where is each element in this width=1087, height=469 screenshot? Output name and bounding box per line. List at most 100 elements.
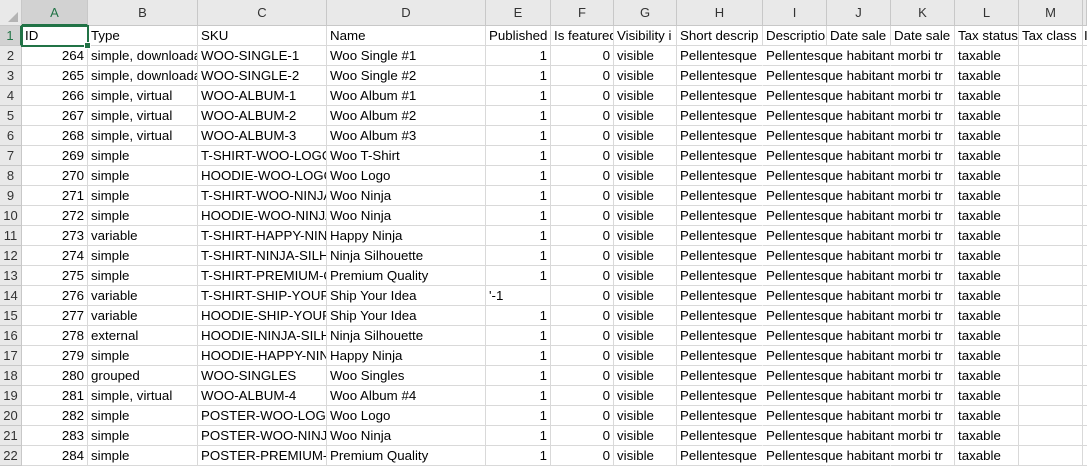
column-header-n[interactable] [1083,0,1087,26]
header-cell[interactable]: Date sale [891,26,955,46]
table-cell[interactable]: Pellentesque [677,186,763,206]
table-cell[interactable]: Pellentesque [677,166,763,186]
column-header-f[interactable]: F [551,0,614,26]
header-cell[interactable]: Is featured [551,26,614,46]
table-cell[interactable]: Pellentesque habitant morbi tr [763,146,943,166]
column-header-d[interactable]: D [327,0,486,26]
table-cell[interactable]: Woo Ninja [327,206,486,226]
table-cell[interactable]: Pellentesque [677,366,763,386]
table-cell[interactable] [1083,406,1087,426]
table-cell[interactable]: 0 [551,346,614,366]
table-cell[interactable]: 0 [551,186,614,206]
table-cell[interactable]: visible [614,166,677,186]
table-cell[interactable] [827,386,891,406]
table-cell[interactable]: 0 [551,66,614,86]
table-cell[interactable]: Pellentesque habitant morbi tr [763,126,943,146]
table-cell[interactable]: taxable [955,226,1019,246]
table-cell[interactable]: '-1 [486,286,551,306]
table-cell[interactable]: simple, virtual [88,106,198,126]
table-cell[interactable] [827,346,891,366]
table-cell[interactable] [1083,206,1087,226]
table-cell[interactable]: HOODIE-NINJA-SILHOUETTE [198,326,327,346]
table-cell[interactable]: taxable [955,66,1019,86]
table-cell[interactable] [1083,46,1087,66]
table-cell[interactable] [1019,106,1083,126]
row-header-16[interactable]: 16 [0,326,22,346]
table-cell[interactable]: visible [614,366,677,386]
table-cell[interactable] [891,226,955,246]
table-cell[interactable]: visible [614,206,677,226]
table-cell[interactable]: Pellentesque habitant morbi tr [763,386,943,406]
table-cell[interactable]: Pellentesque [677,206,763,226]
table-cell[interactable]: T-SHIRT-WOO-LOGO [198,146,327,166]
table-cell[interactable]: 0 [551,246,614,266]
table-cell[interactable]: taxable [955,326,1019,346]
table-cell[interactable]: Woo Album #3 [327,126,486,146]
table-cell[interactable]: 274 [22,246,88,266]
table-cell[interactable]: HOODIE-SHIP-YOUR-IDEA [198,306,327,326]
table-cell[interactable]: 0 [551,426,614,446]
table-cell[interactable]: 275 [22,266,88,286]
header-cell[interactable]: Visibility i [614,26,677,46]
table-cell[interactable]: visible [614,246,677,266]
column-header-j[interactable]: J [827,0,891,26]
table-cell[interactable]: simple, downloadable [88,66,198,86]
table-cell[interactable]: 0 [551,126,614,146]
table-cell[interactable] [1083,426,1087,446]
table-cell[interactable]: simple [88,146,198,166]
table-cell[interactable] [1019,306,1083,326]
column-header-h[interactable]: H [677,0,763,26]
table-cell[interactable] [827,426,891,446]
table-cell[interactable]: simple [88,206,198,226]
table-cell[interactable]: Pellentesque [677,426,763,446]
table-cell[interactable]: WOO-ALBUM-2 [198,106,327,126]
table-cell[interactable]: 1 [486,426,551,446]
table-cell[interactable]: visible [614,186,677,206]
table-cell[interactable]: visible [614,306,677,326]
table-cell[interactable]: 269 [22,146,88,166]
table-cell[interactable]: 284 [22,446,88,466]
row-header-13[interactable]: 13 [0,266,22,286]
table-cell[interactable]: 0 [551,446,614,466]
table-cell[interactable]: 270 [22,166,88,186]
table-cell[interactable]: simple, virtual [88,126,198,146]
table-cell[interactable]: simple [88,246,198,266]
table-cell[interactable]: T-SHIRT-PREMIUM-QUALITY [198,266,327,286]
column-header-a[interactable]: A [22,0,88,26]
table-cell[interactable] [891,146,955,166]
table-cell[interactable]: 0 [551,326,614,346]
table-cell[interactable] [827,186,891,206]
table-cell[interactable] [1019,246,1083,266]
table-cell[interactable]: simple [88,426,198,446]
table-cell[interactable]: HOODIE-WOO-LOGO [198,166,327,186]
table-cell[interactable]: Pellentesque habitant morbi tr [763,406,943,426]
table-cell[interactable]: simple, downloadable [88,46,198,66]
table-cell[interactable]: Pellentesque habitant morbi tr [763,326,943,346]
row-header-1[interactable]: 1 [0,26,22,46]
table-cell[interactable] [891,426,955,446]
table-cell[interactable] [891,66,955,86]
table-cell[interactable] [1083,126,1087,146]
table-cell[interactable]: 0 [551,266,614,286]
table-cell[interactable]: taxable [955,406,1019,426]
table-cell[interactable]: Ship Your Idea [327,286,486,306]
table-cell[interactable]: 1 [486,126,551,146]
table-cell[interactable]: WOO-ALBUM-4 [198,386,327,406]
table-cell[interactable] [827,106,891,126]
table-cell[interactable]: Pellentesque [677,306,763,326]
table-cell[interactable] [1083,146,1087,166]
table-cell[interactable]: visible [614,406,677,426]
table-cell[interactable]: T-SHIRT-NINJA-SILHOUETTE [198,246,327,266]
table-cell[interactable]: 267 [22,106,88,126]
table-cell[interactable]: 0 [551,146,614,166]
table-cell[interactable]: simple [88,166,198,186]
table-cell[interactable] [891,246,955,266]
column-header-g[interactable]: G [614,0,677,26]
table-cell[interactable] [827,166,891,186]
header-cell[interactable]: Date sale [827,26,891,46]
table-cell[interactable]: 273 [22,226,88,246]
table-cell[interactable]: visible [614,226,677,246]
table-cell[interactable] [1083,286,1087,306]
table-cell[interactable]: taxable [955,386,1019,406]
table-cell[interactable] [891,166,955,186]
